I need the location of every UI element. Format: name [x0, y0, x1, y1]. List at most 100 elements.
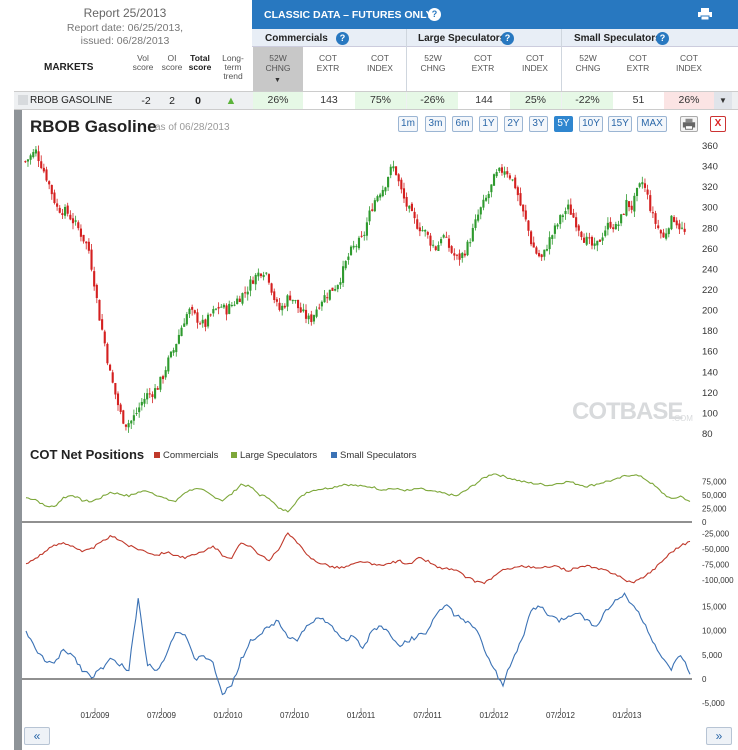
candle-body [101, 319, 104, 330]
x-tick-label: 07/2011 [413, 711, 442, 720]
market-name[interactable]: RBOB GASOLINE [30, 95, 113, 106]
trend-up-icon: ▲ [225, 95, 237, 107]
candle-body [246, 291, 249, 295]
range-max-button[interactable]: MAX [637, 116, 667, 132]
candle-body [492, 174, 496, 186]
help-icon[interactable]: ? [428, 8, 441, 21]
nav-right-button[interactable]: » [706, 727, 732, 745]
candle-body [175, 343, 178, 353]
candle-body [511, 179, 514, 181]
help-icon[interactable]: ? [501, 32, 514, 45]
range-5y-button[interactable]: 5Y [554, 116, 573, 132]
candle-body [659, 230, 662, 234]
commercials-cot-index: 75% [355, 92, 406, 109]
col-52w-chng[interactable]: 52W CHNG [265, 53, 291, 73]
candle-body [567, 204, 570, 210]
range-15y-button[interactable]: 15Y [608, 116, 632, 132]
candle-body [199, 323, 202, 325]
candle-body [545, 249, 549, 251]
candle-body [633, 195, 636, 212]
range-6m-button[interactable]: 6m [452, 116, 473, 132]
candle-body [106, 343, 109, 364]
candle-body [312, 315, 316, 322]
candle-body [575, 217, 578, 228]
candle-body [524, 210, 527, 220]
close-icon[interactable]: X [710, 116, 726, 132]
candle-body [408, 205, 411, 209]
range-1y-button[interactable]: 1Y [479, 116, 498, 132]
col-cot-extr[interactable]: COT EXTR [316, 53, 340, 73]
candle-body [577, 225, 580, 231]
candle-body [154, 388, 157, 399]
candle-body [572, 212, 575, 218]
selected-column-highlight [253, 47, 303, 91]
candle-body [45, 169, 48, 181]
help-icon[interactable]: ? [336, 32, 349, 45]
col-52w-chng[interactable]: 52W CHNG [575, 53, 601, 73]
candle-body [48, 181, 51, 185]
candle-body [614, 224, 617, 230]
candle-body [620, 214, 623, 224]
candle-body [225, 305, 228, 315]
range-3m-button[interactable]: 3m [425, 116, 446, 132]
candle-body [582, 237, 586, 243]
print-icon[interactable] [698, 8, 712, 20]
candle-body [74, 220, 77, 222]
group-commercials: Commercials [265, 33, 328, 44]
candle-body [148, 393, 151, 395]
col-cot-index[interactable]: COT INDEX [522, 53, 548, 73]
candle-body [66, 205, 69, 214]
classic-data-banner [252, 0, 738, 29]
col-cot-extr[interactable]: COT EXTR [626, 53, 650, 73]
candle-body [392, 166, 395, 169]
range-10y-button[interactable]: 10Y [579, 116, 603, 132]
candle-body [424, 230, 427, 232]
large-spec-cot-index: 25% [510, 92, 561, 109]
y-tick-label: 260 [702, 244, 718, 255]
candle-body [262, 274, 265, 278]
candle-body [651, 212, 654, 214]
report-issued: issued: 06/28/2013 [80, 35, 170, 47]
candle-body [238, 298, 241, 303]
candle-body [302, 309, 305, 312]
candle-body [58, 207, 61, 213]
y-tick-label: 0 [702, 518, 707, 527]
commercials-cot-extr: 143 [303, 92, 355, 109]
print-icon[interactable] [680, 116, 698, 132]
candle-body [349, 246, 353, 255]
col-cot-index[interactable]: COT INDEX [676, 53, 702, 73]
range-2y-button[interactable]: 2Y [504, 116, 523, 132]
help-icon[interactable]: ? [656, 32, 669, 45]
legend-swatch-commercials [154, 452, 160, 458]
y-tick-label: -75,000 [702, 560, 730, 569]
legend-commercials[interactable]: Commercials [163, 450, 219, 461]
candle-body [61, 213, 64, 216]
legend-large-speculators[interactable]: Large Speculators [240, 450, 318, 461]
legend-small-speculators[interactable]: Small Speculators [340, 450, 417, 461]
nav-left-button[interactable]: « [24, 727, 50, 745]
col-cot-extr[interactable]: COT EXTR [471, 53, 495, 73]
candle-body [455, 254, 459, 256]
candle-body [172, 350, 175, 353]
x-tick-label: 07/2009 [147, 711, 176, 720]
candle-body [180, 327, 183, 337]
candle-body [402, 188, 406, 199]
candle-body [29, 155, 32, 160]
col-cot-index[interactable]: COT INDEX [367, 53, 393, 73]
report-title: Report 25/2013 [83, 6, 167, 20]
col-52w-chng[interactable]: 52W CHNG [420, 53, 446, 73]
range-1m-button[interactable]: 1m [398, 116, 418, 132]
oi-score: 2 [169, 95, 175, 107]
candle-body [77, 222, 80, 229]
chevron-down-icon[interactable]: ▼ [714, 92, 732, 109]
range-3y-button[interactable]: 3Y [529, 116, 548, 132]
candle-body [116, 393, 120, 406]
candle-body [342, 266, 345, 283]
candle-body [622, 213, 625, 215]
candle-body [334, 289, 337, 291]
candle-body [442, 235, 445, 238]
candle-body [95, 284, 98, 299]
candle-body [257, 272, 260, 277]
y-tick-label: -100,000 [702, 576, 734, 585]
vol-score: -2 [141, 95, 151, 107]
